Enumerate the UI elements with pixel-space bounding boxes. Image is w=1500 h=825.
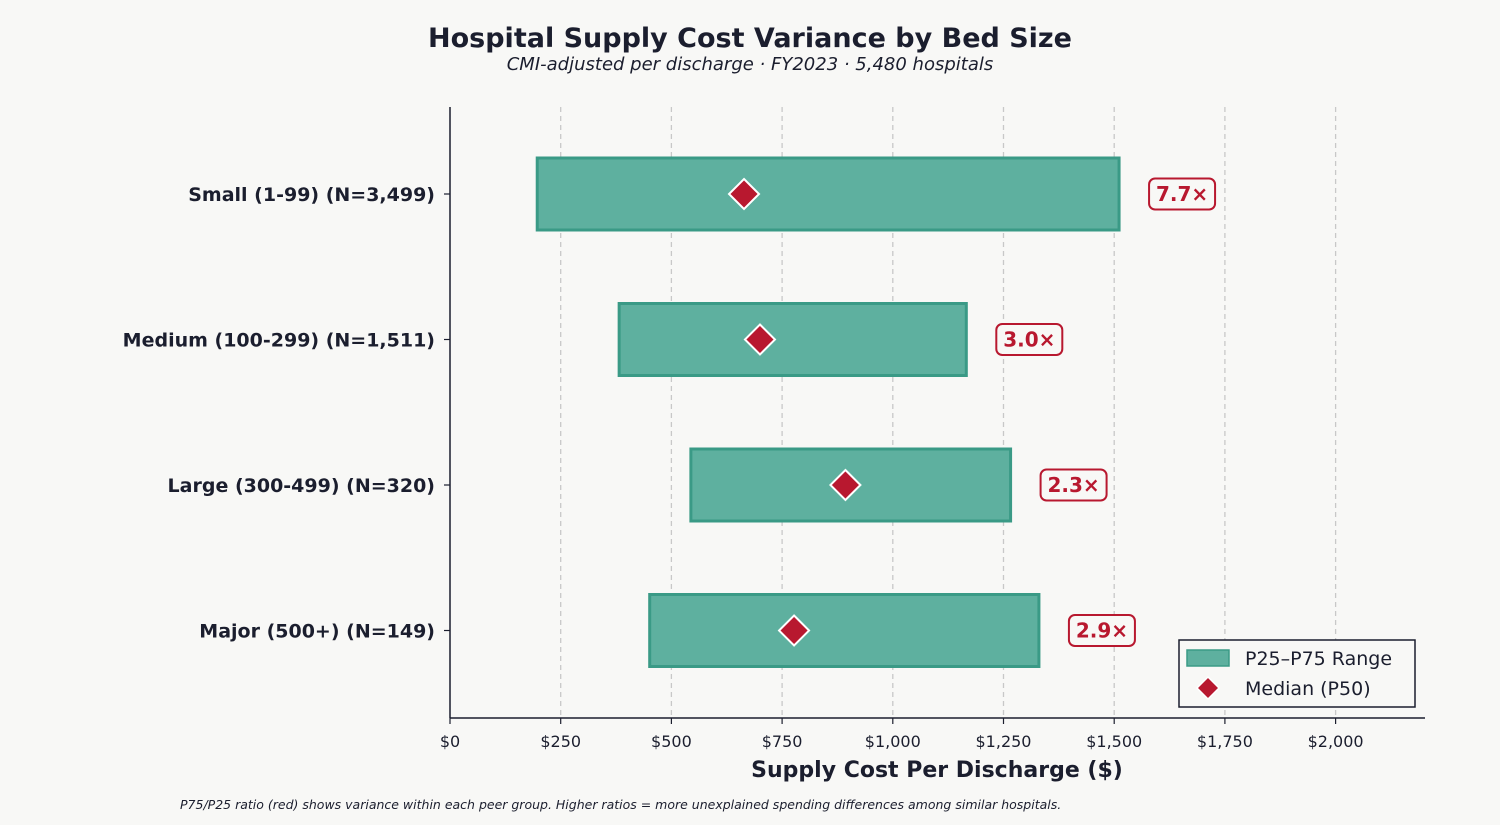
- x-tick-label: $1,500: [1086, 732, 1142, 751]
- ratio-label: 2.9×: [1076, 619, 1128, 643]
- ratio-label-box: [1067, 614, 1136, 647]
- legend: P25–P75 Range Median (P50): [1178, 639, 1416, 708]
- category-label: Major (500+) (N=149): [199, 621, 435, 643]
- chart-subtitle: CMI-adjusted per discharge · FY2023 · 5,…: [507, 54, 994, 75]
- ratio-label: 3.0×: [1003, 328, 1055, 352]
- x-tick-label: $750: [762, 732, 803, 751]
- x-tick-label: $500: [651, 732, 692, 751]
- range-bar: [535, 156, 1121, 232]
- axes: [444, 107, 1425, 724]
- legend-median-marker: [1195, 675, 1221, 701]
- range-bar: [648, 593, 1041, 668]
- range-bar: [617, 302, 968, 377]
- ratio-labels: 7.7× 3.0× 2.3× 2.9×: [995, 177, 1217, 647]
- legend-range-label: P25–P75 Range: [1245, 648, 1392, 670]
- category-labels: Small (1-99) (N=3,499) Medium (100-299) (…: [123, 184, 435, 643]
- category-label: Small (1-99) (N=3,499): [188, 184, 435, 206]
- ratio-label-box: [1148, 177, 1217, 211]
- ratio-label-box: [1039, 468, 1108, 502]
- ratio-label-box: [995, 323, 1064, 356]
- x-axis-label: Supply Cost Per Discharge ($): [751, 758, 1123, 783]
- x-tick-label: $1,750: [1197, 732, 1253, 751]
- median-markers: [727, 177, 862, 647]
- x-tick-label: $1,000: [865, 732, 921, 751]
- category-label: Medium (100-299) (N=1,511): [123, 330, 435, 352]
- x-tick-labels: $0 $250 $500 $750 $1,000 $1,250 $1,500 $1,750 $2…: [440, 732, 1364, 751]
- median-marker: [777, 614, 811, 647]
- ratio-label: 7.7×: [1156, 182, 1208, 206]
- median-marker: [829, 468, 862, 502]
- median-marker: [743, 323, 777, 356]
- x-tick-label: $1,250: [976, 732, 1032, 751]
- category-label: Large (300-499) (N=320): [168, 475, 435, 497]
- chart-title: Hospital Supply Cost Variance by Bed Siz…: [428, 23, 1072, 54]
- range-bars: [535, 156, 1121, 668]
- median-marker: [727, 177, 761, 211]
- x-tick-label: $250: [540, 732, 581, 751]
- legend-range-swatch: [1186, 649, 1230, 667]
- x-tick-label: $2,000: [1308, 732, 1364, 751]
- legend-median-label: Median (P50): [1245, 678, 1371, 700]
- ratio-label: 2.3×: [1047, 473, 1099, 497]
- x-tick-label: $0: [440, 732, 460, 751]
- footnote: P75/P25 ratio (red) shows variance withi…: [180, 797, 1061, 812]
